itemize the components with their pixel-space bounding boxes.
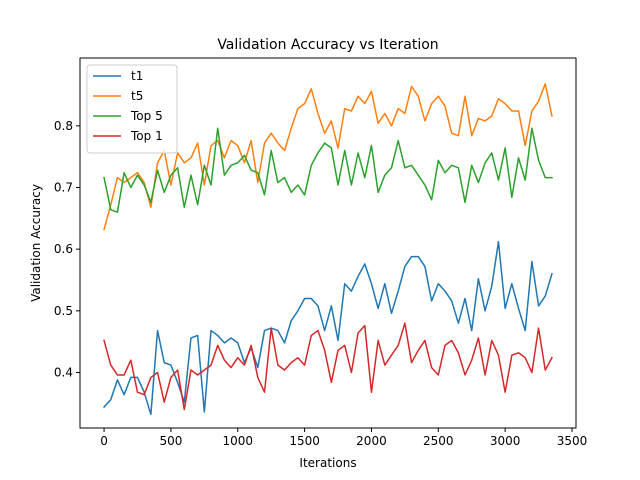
- x-axis-label: Iterations: [299, 456, 356, 470]
- x-tick-label: 0: [100, 434, 108, 448]
- y-axis-ticks: 0.4 0.5 0.6 0.7 0.8: [54, 119, 80, 380]
- x-tick-label: 500: [159, 434, 182, 448]
- y-axis-label: Validation Accuracy: [29, 184, 43, 302]
- legend-label: t5: [131, 89, 143, 103]
- x-tick-label: 1000: [222, 434, 253, 448]
- plot-frame: [79, 57, 577, 429]
- y-tick-label: 0.4: [54, 366, 73, 380]
- x-tick-label: 2500: [423, 434, 454, 448]
- x-tick-label: 2000: [356, 434, 387, 448]
- legend: t1 t5 Top 5 Top 1: [86, 64, 178, 154]
- y-tick-label: 0.6: [54, 242, 73, 256]
- legend-label: Top 5: [130, 109, 163, 123]
- legend-label: Top 1: [130, 129, 163, 143]
- x-tick-label: 3000: [490, 434, 521, 448]
- series-line-2: [103, 83, 553, 231]
- series-line-4: [103, 322, 553, 411]
- y-tick-label: 0.8: [54, 119, 73, 133]
- plot-lines: [103, 83, 553, 416]
- y-tick-label: 0.5: [54, 304, 73, 318]
- chart-title: Validation Accuracy vs Iteration: [217, 37, 438, 53]
- series-line-3: [103, 127, 553, 213]
- y-tick-label: 0.7: [54, 181, 73, 195]
- x-tick-label: 3500: [557, 434, 588, 448]
- legend-label: t1: [131, 69, 143, 83]
- legend-box: [86, 64, 178, 154]
- x-tick-label: 1500: [289, 434, 320, 448]
- series-line-1: [103, 241, 553, 416]
- x-axis-ticks: 0 500 1000 1500 2000 2500 3000 3500: [100, 428, 587, 448]
